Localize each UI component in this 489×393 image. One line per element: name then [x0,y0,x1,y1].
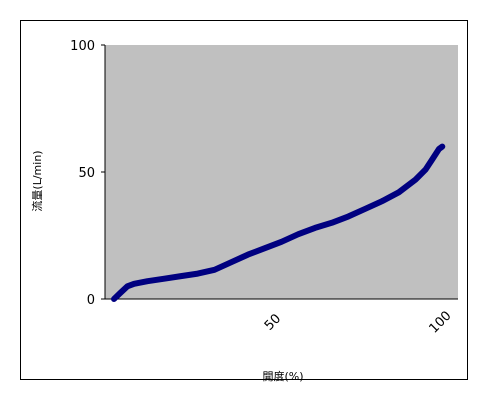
y-tick-label: 100 [70,39,95,54]
x-tick-label: 50 [262,311,284,333]
series-line [111,143,446,302]
y-tick-label: 50 [78,166,95,181]
y-axis-title: 流量(L/min) [30,150,44,211]
x-tick-label: 100 [426,308,454,336]
x-axis-title: 開度(%) [262,369,303,383]
plot-area [105,45,458,299]
y-tick-label: 0 [87,293,95,308]
